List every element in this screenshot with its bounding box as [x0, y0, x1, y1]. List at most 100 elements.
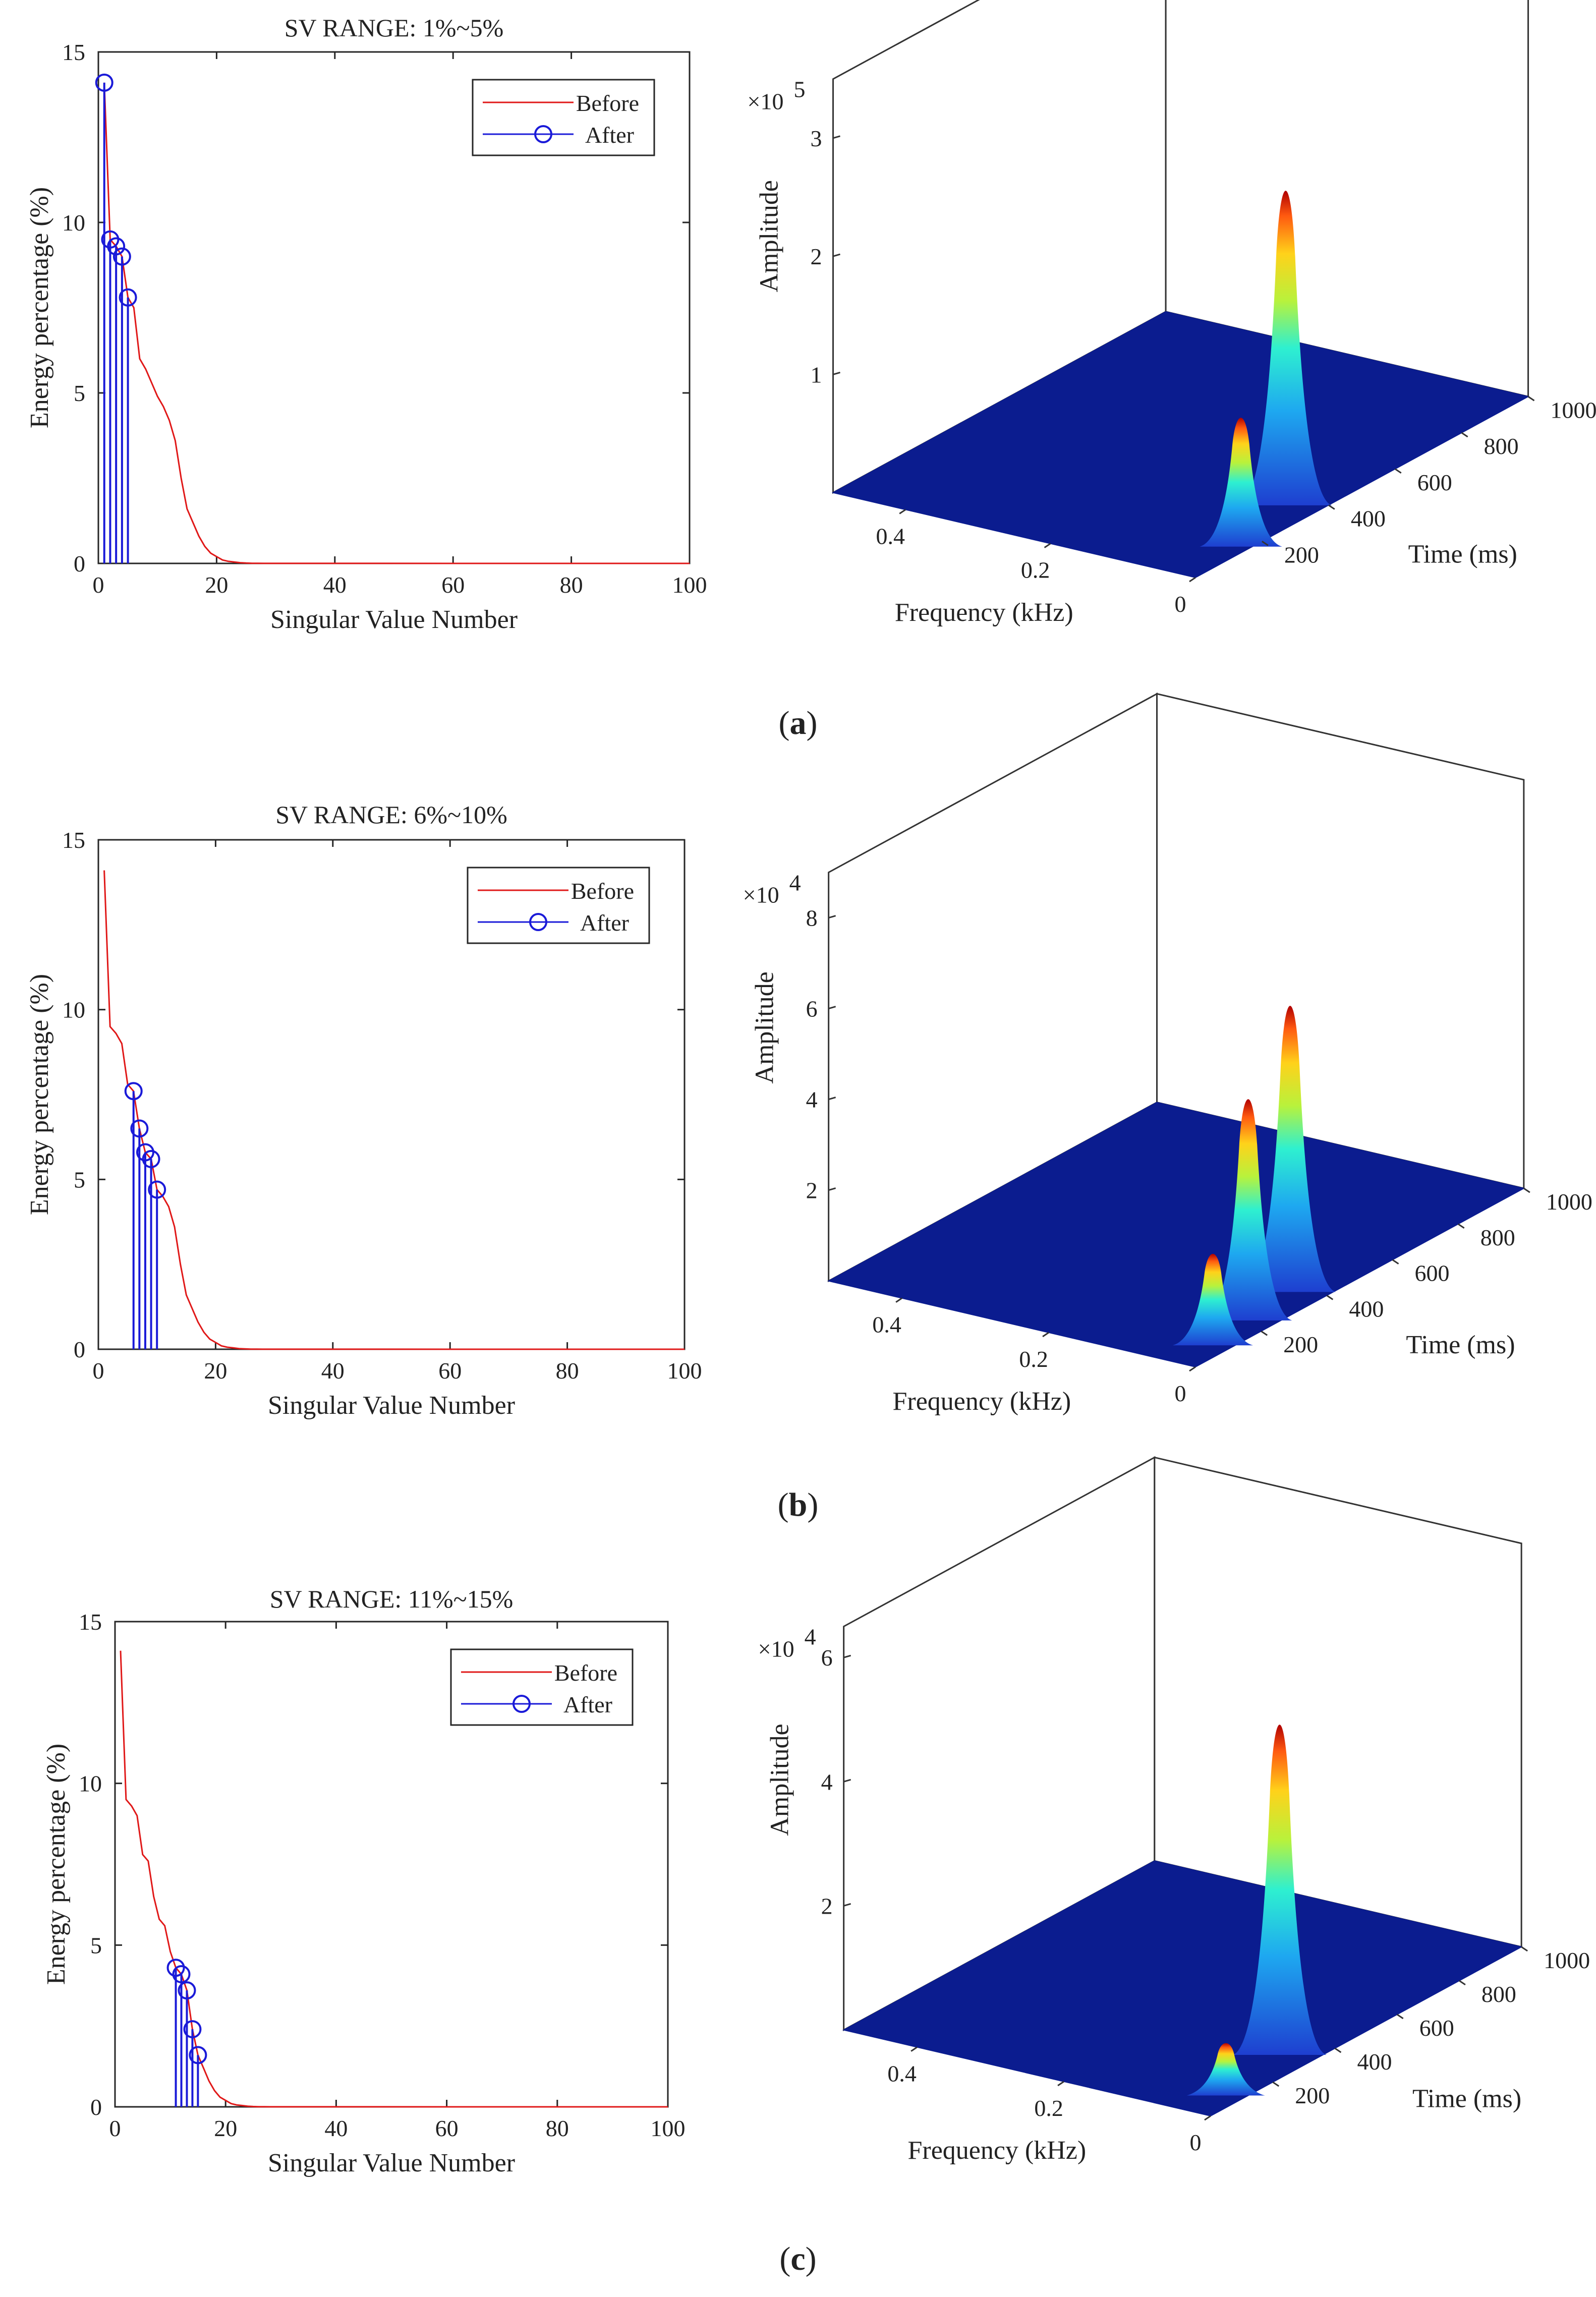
y-axis-label: Energy percentage (%) [25, 974, 54, 1215]
y-tick-label: 10 [62, 997, 85, 1023]
y-tick-label: 0 [74, 551, 85, 577]
freq-tick-label: 0 [1190, 2130, 1202, 2155]
legend-box [450, 1648, 634, 1726]
x-tick-label: 40 [321, 1358, 345, 1384]
z-exponent-base: ×10 [743, 882, 779, 908]
freq-tick-mark [1057, 2081, 1064, 2087]
panel-caption: (a) [779, 705, 818, 741]
freq-tick-label: 0 [1175, 1381, 1186, 1406]
x-tick-label: 100 [667, 1358, 702, 1384]
z-tick-label: 4 [806, 1087, 818, 1113]
time-tick-mark [1457, 1223, 1465, 1229]
z-exponent-power: 5 [794, 77, 806, 102]
series-after-marker [119, 288, 137, 307]
z-tick-mark [828, 915, 836, 919]
freq-axis-label: Frequency (kHz) [892, 1387, 1071, 1416]
panel-caption: (c) [779, 2241, 816, 2277]
line-chart-panel-c: 0 20 40 60 80 100 0 5 10 15 SV RANGE: 11%~15% Singu… [42, 1585, 686, 2177]
x-axis-label: Singular Value Number [270, 605, 518, 634]
legend-after-marker [534, 125, 552, 143]
time-tick-label: 200 [1295, 2083, 1330, 2108]
time-tick-mark [1328, 504, 1335, 510]
freq-tick-label: 0.4 [876, 523, 905, 549]
time-tick-label: 200 [1283, 1332, 1318, 1357]
y-tick-label: 10 [79, 1771, 102, 1797]
time-tick-mark [1262, 541, 1269, 546]
line-chart-panel-b: 0 20 40 60 80 100 0 5 10 15 SV RANGE: 6%~10% Singul… [25, 800, 702, 1420]
legend-before-label: Before [571, 878, 634, 904]
series-after-marker [166, 1959, 185, 1977]
time-tick-mark [1272, 2081, 1280, 2087]
x-tick-label: 0 [109, 2115, 121, 2141]
z-tick-label: 6 [821, 1645, 833, 1671]
freq-tick-mark [899, 509, 906, 514]
z-axis-label: Amplitude [755, 180, 784, 292]
time-tick-label: 400 [1349, 1296, 1384, 1322]
y-tick-label: 5 [74, 380, 85, 406]
y-axis-label: Energy percentage (%) [25, 187, 54, 428]
z-tick-mark [843, 1778, 851, 1783]
series-after-marker [112, 247, 131, 266]
surface-peak [1232, 1725, 1327, 2055]
x-tick-label: 20 [214, 2115, 237, 2141]
x-tick-label: 100 [651, 2115, 686, 2141]
time-tick-label: 600 [1417, 470, 1452, 495]
y-tick-label: 5 [74, 1167, 85, 1192]
z-exponent-power: 4 [789, 870, 801, 896]
z-tick-label: 4 [821, 1769, 833, 1795]
x-axis-label: Singular Value Number [268, 1391, 515, 1420]
y-tick-label: 15 [79, 1609, 102, 1635]
x-tick-label: 60 [438, 1358, 462, 1384]
series-after-marker [178, 1981, 196, 2000]
time-tick-mark [1392, 1259, 1399, 1265]
z-exponent-base: ×10 [758, 1636, 794, 1662]
x-axis-label: Singular Value Number [268, 2149, 515, 2177]
legend: Before After [472, 79, 655, 156]
series-after-marker [148, 1180, 166, 1199]
z-tick-label: 2 [806, 1178, 818, 1203]
time-tick-mark [1326, 1295, 1334, 1300]
legend-after-marker [512, 1695, 531, 1713]
series-after-marker [124, 1082, 143, 1101]
x-tick-label: 0 [93, 1358, 104, 1384]
freq-tick-label: 0 [1175, 591, 1186, 617]
legend-after-marker [529, 913, 547, 931]
z-tick-mark [843, 1654, 851, 1658]
legend-after-label: After [580, 910, 629, 936]
surface-peak [1186, 2043, 1265, 2096]
back-wall-right [1156, 693, 1525, 1189]
time-tick-mark [1521, 1946, 1528, 1952]
legend-after-label: After [585, 122, 634, 148]
time-tick-mark [1261, 1330, 1268, 1336]
series-after-marker [142, 1150, 160, 1168]
time-tick-label: 1000 [1546, 1189, 1592, 1215]
z-tick-label: 3 [811, 126, 822, 151]
freq-tick-mark [1042, 1332, 1049, 1338]
chart-title: SV RANGE: 6%~10% [275, 800, 507, 829]
z-tick-mark [843, 1903, 851, 1907]
surface-plot-panel-b: 0.4 0.2 0 200 400 600 800 1000 2 4 6 8 ×10 4 Amplitude… [743, 693, 1592, 1416]
chart-title: SV RANGE: 11%~15% [270, 1585, 514, 1613]
freq-axis-label: Frequency (kHz) [907, 2136, 1086, 2165]
series-before-line [103, 870, 685, 1350]
freq-tick-label: 0.2 [1019, 1346, 1048, 1372]
z-tick-mark [833, 371, 840, 375]
z-exponent-power: 4 [805, 1624, 816, 1650]
time-tick-label: 1000 [1544, 1947, 1590, 1973]
freq-tick-mark [910, 2046, 918, 2052]
z-axis-label: Amplitude [766, 1724, 794, 1835]
x-tick-label: 80 [546, 2115, 569, 2141]
time-tick-label: 800 [1484, 433, 1519, 459]
x-tick-label: 80 [556, 1358, 579, 1384]
z-tick-mark [833, 253, 840, 257]
freq-axis-label: Frequency (kHz) [895, 598, 1073, 627]
y-tick-label: 0 [74, 1337, 85, 1362]
surface-peak [1172, 1253, 1253, 1346]
time-tick-mark [1394, 468, 1402, 474]
z-tick-label: 1 [811, 362, 822, 387]
x-tick-label: 60 [441, 572, 465, 598]
surface-peak [1204, 1099, 1292, 1320]
surface-floor [831, 311, 1530, 579]
z-tick-label: 2 [811, 244, 822, 269]
